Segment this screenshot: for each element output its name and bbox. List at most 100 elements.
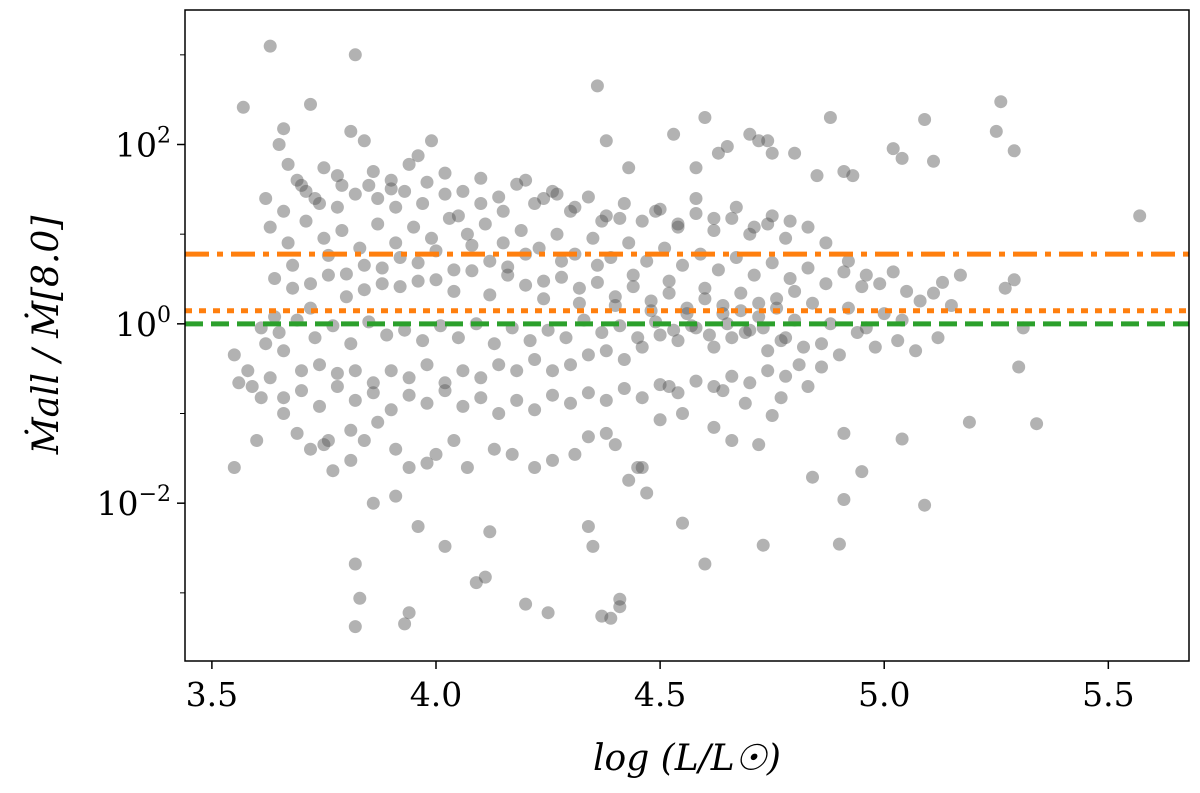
data-point bbox=[734, 304, 748, 318]
data-point bbox=[725, 434, 739, 447]
data-point bbox=[801, 220, 815, 234]
data-point bbox=[375, 277, 389, 291]
data-point bbox=[640, 486, 654, 500]
data-point bbox=[810, 169, 824, 183]
data-point bbox=[259, 337, 273, 351]
data-point bbox=[761, 364, 775, 378]
data-point bbox=[779, 331, 793, 345]
data-point bbox=[837, 165, 851, 178]
data-point bbox=[743, 227, 757, 241]
data-point bbox=[456, 364, 470, 378]
data-point bbox=[550, 227, 564, 241]
data-point bbox=[425, 231, 438, 245]
data-point bbox=[438, 539, 452, 553]
data-point bbox=[662, 274, 676, 288]
data-point bbox=[326, 464, 340, 478]
data-point bbox=[478, 570, 492, 584]
data-point bbox=[604, 611, 618, 625]
data-point bbox=[330, 200, 344, 214]
data-point bbox=[402, 606, 416, 620]
data-point bbox=[487, 337, 501, 351]
data-point bbox=[698, 292, 712, 306]
data-point bbox=[546, 184, 559, 198]
data-point bbox=[581, 348, 595, 362]
data-point bbox=[290, 173, 304, 187]
data-point bbox=[528, 403, 542, 417]
data-point bbox=[272, 326, 286, 339]
data-point bbox=[931, 331, 945, 345]
data-point bbox=[832, 537, 846, 551]
data-point bbox=[313, 399, 326, 413]
data-point bbox=[815, 337, 828, 351]
data-point bbox=[1030, 417, 1044, 431]
data-point bbox=[572, 296, 586, 310]
data-point bbox=[317, 161, 331, 175]
data-point bbox=[469, 576, 483, 590]
data-point bbox=[761, 134, 775, 148]
data-point bbox=[339, 290, 353, 304]
data-point bbox=[451, 331, 465, 345]
data-point bbox=[855, 280, 869, 294]
data-point bbox=[546, 453, 559, 467]
data-point bbox=[743, 323, 757, 337]
data-point bbox=[546, 364, 559, 378]
data-point bbox=[900, 284, 914, 298]
data-point bbox=[519, 173, 533, 187]
data-point bbox=[501, 260, 515, 274]
data-point bbox=[353, 241, 367, 255]
data-point bbox=[631, 331, 645, 345]
data-point bbox=[640, 254, 654, 268]
data-point bbox=[599, 393, 613, 407]
data-point bbox=[425, 134, 438, 148]
data-point bbox=[232, 376, 246, 390]
data-point bbox=[456, 184, 470, 198]
data-point bbox=[698, 281, 712, 295]
data-point bbox=[286, 258, 300, 272]
data-point bbox=[595, 326, 609, 339]
x-axis-label-text: log (L/L☉) bbox=[593, 738, 781, 779]
data-point bbox=[626, 280, 640, 294]
data-point bbox=[779, 231, 793, 245]
data-point bbox=[653, 202, 667, 216]
plot-markers bbox=[227, 39, 1147, 634]
data-point bbox=[837, 493, 851, 506]
data-point bbox=[541, 323, 555, 337]
data-point bbox=[765, 256, 779, 270]
data-point bbox=[747, 268, 761, 282]
y-axis: 10−2 100 102 bbox=[97, 54, 185, 594]
data-point bbox=[411, 274, 425, 288]
data-point bbox=[474, 197, 488, 210]
data-point bbox=[528, 197, 542, 210]
data-point bbox=[653, 378, 667, 392]
data-point bbox=[313, 358, 326, 372]
data-point bbox=[317, 438, 331, 452]
data-point bbox=[918, 113, 932, 126]
x-tick-label: 4.5 bbox=[634, 675, 686, 714]
data-point bbox=[581, 430, 595, 444]
data-point bbox=[429, 273, 443, 287]
data-point bbox=[927, 286, 940, 300]
data-point bbox=[227, 461, 241, 474]
data-point bbox=[362, 178, 376, 192]
data-point bbox=[528, 461, 542, 474]
data-point bbox=[389, 489, 403, 503]
data-point bbox=[837, 265, 851, 279]
data-point bbox=[272, 138, 286, 151]
data-point bbox=[1007, 144, 1021, 158]
data-point bbox=[698, 557, 712, 571]
data-point bbox=[671, 334, 685, 348]
data-point bbox=[411, 149, 425, 163]
data-point bbox=[711, 146, 725, 160]
data-point bbox=[599, 344, 613, 358]
data-point bbox=[761, 217, 775, 231]
data-point bbox=[608, 438, 622, 452]
data-point bbox=[348, 364, 362, 378]
data-point bbox=[335, 224, 349, 237]
data-point bbox=[357, 134, 371, 148]
data-point bbox=[689, 161, 703, 175]
data-point bbox=[702, 328, 716, 342]
data-point bbox=[492, 190, 506, 204]
data-point bbox=[617, 197, 631, 210]
data-point bbox=[823, 317, 837, 331]
data-point bbox=[277, 391, 291, 405]
